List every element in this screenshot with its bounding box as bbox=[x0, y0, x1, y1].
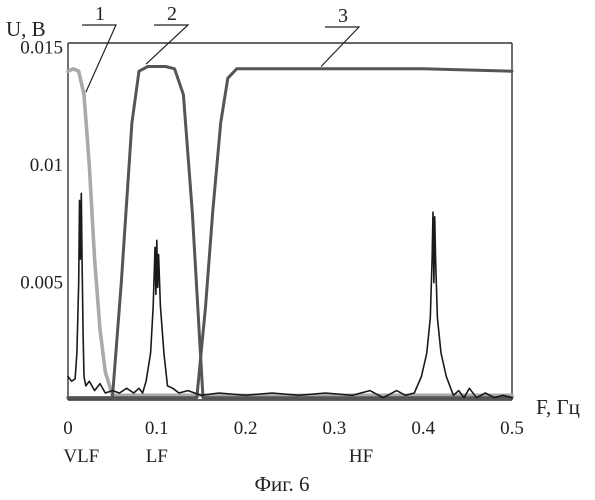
callout-label: 3 bbox=[338, 5, 348, 27]
callout-leader-2 bbox=[146, 25, 188, 64]
x-tick-label: 0.1 bbox=[145, 418, 169, 439]
series-line-3 bbox=[68, 69, 512, 398]
series-line-1 bbox=[68, 69, 512, 396]
callout-label: 2 bbox=[167, 3, 177, 25]
y-tick-label: 0.005 bbox=[20, 273, 63, 294]
series-layer bbox=[68, 67, 512, 398]
callout-leader-1 bbox=[82, 25, 116, 92]
x-tick-label: 0 bbox=[63, 418, 73, 439]
x-axis-label: F, Гц bbox=[536, 395, 580, 419]
band-label: VLF bbox=[63, 446, 99, 467]
callout-label: 1 bbox=[95, 3, 105, 25]
y-tick-label: 0.01 bbox=[30, 155, 63, 176]
x-tick-label: 0.2 bbox=[234, 418, 258, 439]
x-tick-label: 0.5 bbox=[500, 418, 524, 439]
series-line-2 bbox=[68, 67, 512, 398]
callout-leader-3 bbox=[321, 27, 359, 67]
callout-layer: 1 2 3 bbox=[82, 3, 359, 92]
y-axis-label: U, В bbox=[6, 17, 46, 41]
x-tick-label: 0.3 bbox=[323, 418, 347, 439]
x-tick-label: 0.4 bbox=[411, 418, 435, 439]
figure-caption: Фиг. 6 bbox=[254, 472, 309, 496]
band-label: LF bbox=[146, 446, 168, 467]
band-label: HF bbox=[349, 446, 373, 467]
series-line-4 bbox=[68, 193, 512, 397]
